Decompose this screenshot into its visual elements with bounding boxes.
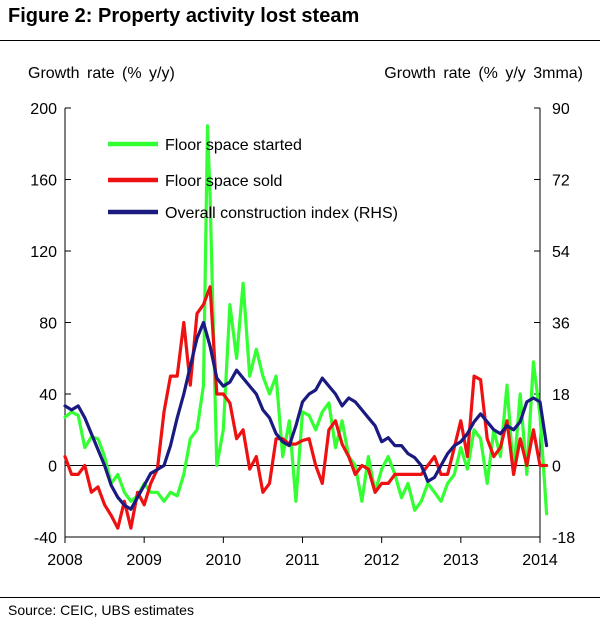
y-tick-label-right: 0 bbox=[552, 459, 561, 476]
y-tick-label-left: 200 bbox=[30, 101, 57, 118]
y-tick-label-left: 40 bbox=[39, 387, 57, 404]
series-line-1 bbox=[63, 124, 549, 516]
y-tick-label-left: 160 bbox=[30, 173, 57, 190]
legend-label-3: Overall construction index (RHS) bbox=[165, 205, 398, 222]
y-tick-label-right: 18 bbox=[552, 387, 570, 404]
y-tick-label-left: -40 bbox=[34, 530, 57, 547]
x-tick-label: 2014 bbox=[522, 552, 558, 569]
x-tick-label: 2012 bbox=[364, 552, 400, 569]
chart-series bbox=[63, 124, 549, 530]
y-tick-label-right: 54 bbox=[552, 244, 570, 261]
y-tick-label-right: 90 bbox=[552, 101, 570, 118]
y-axis-label-right: Growth rate (% y/y 3mma) bbox=[384, 65, 583, 82]
x-tick-label: 2013 bbox=[443, 552, 479, 569]
source-note: Source: CEIC, UBS estimates bbox=[8, 602, 194, 618]
legend-label-2: Floor space sold bbox=[165, 173, 282, 190]
y-tick-label-left: 0 bbox=[48, 459, 57, 476]
chart-legend: Floor space started Floor space sold Overa… bbox=[108, 137, 398, 222]
figure-title: Figure 2: Property activity lost steam bbox=[8, 5, 360, 27]
y-tick-label-left: 80 bbox=[39, 316, 57, 333]
y-axis-label-left: Growth rate (% y/y) bbox=[28, 65, 175, 82]
chart-axes: -40 0 40 80 120 160 200 -18 0 18 36 54 72 90 2008 2009 2… bbox=[30, 101, 575, 569]
series-line-3 bbox=[63, 320, 549, 511]
x-tick-label: 2011 bbox=[285, 552, 320, 569]
source-divider bbox=[0, 597, 600, 598]
title-divider bbox=[0, 40, 600, 41]
y-tick-label-right: 36 bbox=[552, 316, 570, 333]
y-tick-label-right: -18 bbox=[552, 530, 575, 547]
series-line-2 bbox=[63, 285, 549, 530]
x-tick-label: 2010 bbox=[206, 552, 242, 569]
x-tick-label: 2009 bbox=[126, 552, 162, 569]
y-tick-label-left: 120 bbox=[30, 244, 57, 261]
line-chart: Growth rate (% y/y) Growth rate (% y/y 3… bbox=[28, 65, 583, 569]
y-tick-label-right: 72 bbox=[552, 173, 570, 190]
x-tick-label: 2008 bbox=[47, 552, 83, 569]
legend-label-1: Floor space started bbox=[165, 137, 302, 154]
